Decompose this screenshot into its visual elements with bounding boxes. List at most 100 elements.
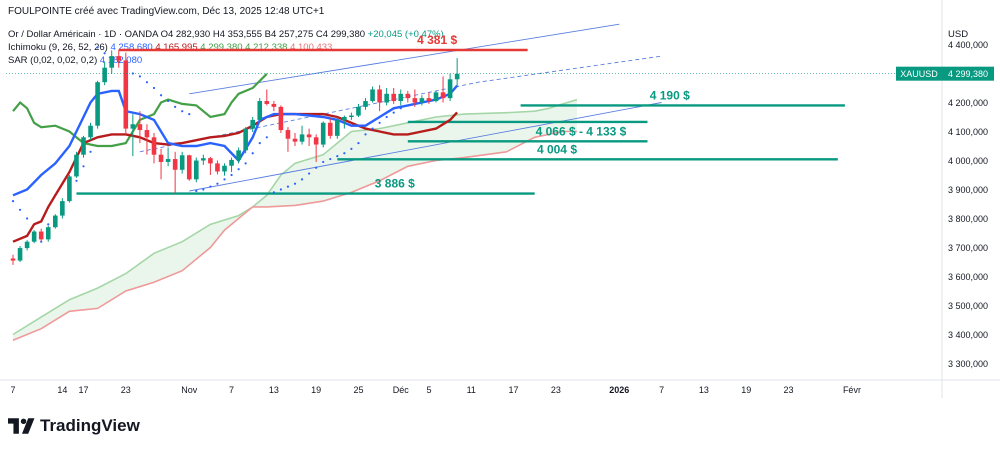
candle-body xyxy=(215,163,220,172)
candle-body xyxy=(370,89,375,102)
candle-body xyxy=(151,137,157,155)
price-chart[interactable]: 3 300,000 3 400,000 3 500,000 3 600,000 3 70… xyxy=(0,0,1000,410)
sar-dot xyxy=(308,172,311,175)
candle-body xyxy=(60,201,65,216)
candle-body xyxy=(243,128,248,151)
sar-dot xyxy=(399,107,402,110)
candle-body xyxy=(292,138,298,142)
symbol-tag xyxy=(896,66,942,81)
candle-body xyxy=(81,137,86,155)
candle-body xyxy=(391,93,396,102)
sar-dot xyxy=(272,191,275,194)
ohlc-close-label: C xyxy=(315,29,323,40)
candle-body xyxy=(349,115,354,117)
sar-dot xyxy=(237,168,240,171)
ichimoku-span-b-value: 4 100,433 xyxy=(290,42,333,53)
x-tick-label: 19 xyxy=(311,385,321,395)
sar-dot xyxy=(138,75,141,78)
ichimoku-span-b xyxy=(12,130,577,342)
level-label: 4 004 $ xyxy=(537,142,577,156)
candle-body xyxy=(398,93,404,102)
candle-body xyxy=(165,159,171,162)
ohlc-high: 4 353,555 xyxy=(219,29,262,40)
sar-dot xyxy=(336,155,339,158)
level-label: 3 886 $ xyxy=(375,177,415,191)
sar-dot xyxy=(364,133,367,136)
candle-body xyxy=(116,56,122,61)
candle-body xyxy=(335,119,340,136)
x-tick-label: 11 xyxy=(467,385,476,395)
level-label: 4 066 $ - 4 133 $ xyxy=(536,124,627,138)
sar-dot xyxy=(293,182,297,185)
x-tick-label: Nov xyxy=(181,385,198,395)
sar-dot xyxy=(315,166,318,169)
sar-dot xyxy=(286,185,290,188)
candle-body xyxy=(74,154,79,177)
ohlc-change: +20,045 (+0,47%) xyxy=(367,29,444,40)
x-tick-label: 19 xyxy=(741,385,751,395)
sar-dot xyxy=(26,217,29,220)
ichimoku-kijun xyxy=(12,111,458,243)
x-tick-label: 17 xyxy=(78,385,88,395)
candle-body xyxy=(447,79,453,99)
candle-body xyxy=(363,101,368,107)
ichimoku-label: Ichimoku (9, 26, 52, 26) xyxy=(8,42,108,53)
candle-body xyxy=(208,158,213,164)
sar-value: 4 182,080 xyxy=(99,55,143,66)
y-tick-label: 4 100,000 xyxy=(948,127,988,137)
candle-body xyxy=(130,124,136,129)
sar-dot xyxy=(145,81,149,84)
sar-dot xyxy=(251,152,254,155)
candle-body xyxy=(285,130,291,139)
y-tick-label: 3 500,000 xyxy=(948,301,988,311)
ohlc-high-label: H xyxy=(212,29,220,40)
y-tick-label: 4 200,000 xyxy=(948,98,988,108)
candle-body xyxy=(384,93,389,103)
sar-dot xyxy=(209,185,212,188)
y-tick-label: 3 600,000 xyxy=(948,272,988,282)
candle-body xyxy=(229,159,234,166)
candle-body xyxy=(306,134,312,138)
sar-dot xyxy=(300,178,304,181)
sar-dot xyxy=(75,179,78,182)
y-tick-label: 3 800,000 xyxy=(948,214,988,224)
sar-dot xyxy=(223,178,226,181)
x-tick-label: 23 xyxy=(551,385,561,395)
x-tick-label: 14 xyxy=(57,385,67,395)
x-tick-label: 7 xyxy=(229,385,234,395)
sar-dot xyxy=(378,121,381,124)
ichimoku-tenkan-value: 4 258,680 xyxy=(110,42,153,53)
y-tick-label: 3 700,000 xyxy=(948,243,988,253)
candle-body xyxy=(95,82,100,126)
x-tick-label: 23 xyxy=(121,385,131,395)
x-tick-label: 23 xyxy=(783,385,793,395)
sar-dot xyxy=(230,173,233,177)
candle-body xyxy=(67,176,72,202)
candle-body xyxy=(433,92,439,102)
legend-symbol-line: Or / Dollar Américain · 1D · OANDA O4 28… xyxy=(8,29,444,40)
ohlc-open-label: O xyxy=(160,29,168,40)
candle-body xyxy=(24,241,30,249)
legend-sar[interactable]: SAR (0,02, 0,02, 0,2) 4 182,080 xyxy=(8,55,142,66)
sar-dot xyxy=(392,111,395,114)
candle-body xyxy=(320,122,326,145)
legend-ichimoku[interactable]: Ichimoku (9, 26, 52, 26) 4 258,680 4 165… xyxy=(8,42,332,53)
ichimoku-tenkan xyxy=(12,84,459,197)
x-tick-label: 7 xyxy=(10,385,15,395)
candle-body xyxy=(201,158,206,161)
header-title: FOULPOINTE créé avec TradingView.com, Dé… xyxy=(8,6,325,17)
sar-dot xyxy=(322,160,325,164)
candle-body xyxy=(454,73,460,80)
sar-dot xyxy=(188,113,191,116)
candle-body xyxy=(250,119,255,129)
level-label: 4 190 $ xyxy=(650,88,690,102)
x-tick-label: 25 xyxy=(353,385,363,395)
candle-body xyxy=(419,98,425,103)
sar-dot xyxy=(103,52,106,55)
ohlc-low-label: B xyxy=(264,29,271,40)
candle-body xyxy=(137,124,143,131)
x-tick-label: 7 xyxy=(659,385,664,395)
candle-body xyxy=(172,159,178,170)
candle-body xyxy=(426,98,432,102)
level-label: 4 381 $ xyxy=(417,33,457,47)
